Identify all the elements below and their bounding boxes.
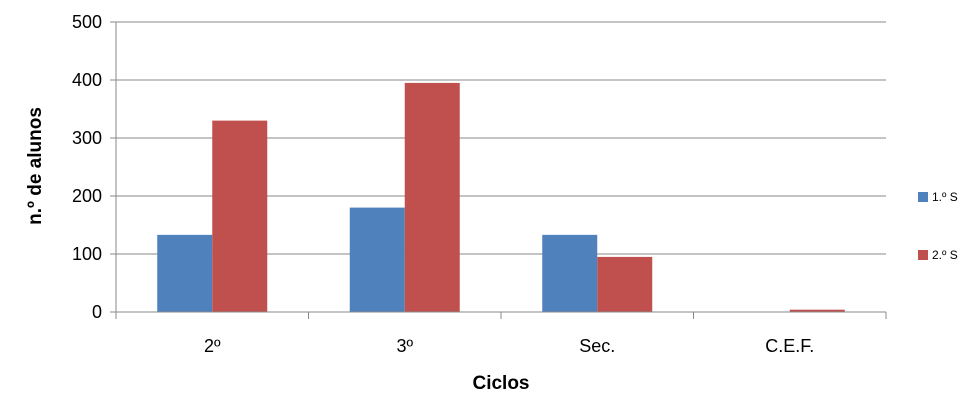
x-tick-label: C.E.F. <box>765 336 814 356</box>
x-tick-label: 3º <box>396 336 413 356</box>
bar <box>597 256 653 312</box>
y-tick-label: 100 <box>72 244 102 264</box>
y-tick-label: 0 <box>92 302 102 322</box>
y-tick-label: 500 <box>72 12 102 32</box>
bar <box>789 309 845 312</box>
legend-swatch <box>918 192 928 202</box>
bar <box>349 207 405 312</box>
bar <box>404 82 460 313</box>
y-tick-label: 200 <box>72 186 102 206</box>
x-tick-label: 2º <box>204 336 221 356</box>
legend: 1.º S 2.º S <box>918 190 958 262</box>
y-tick-label: 300 <box>72 128 102 148</box>
y-tick-labels: 0 100 200 300 400 500 <box>72 12 102 322</box>
axes <box>115 22 887 319</box>
legend-label: 1.º S <box>932 190 958 204</box>
x-tick-labels: 2º 3º Sec. C.E.F. <box>204 336 814 356</box>
bar <box>212 120 268 312</box>
bar <box>157 234 213 312</box>
bar <box>542 234 598 312</box>
x-tick-label: Sec. <box>579 336 615 356</box>
legend-label: 2.º S <box>932 248 958 262</box>
x-axis-title: Ciclos <box>472 373 529 394</box>
legend-swatch <box>918 250 928 260</box>
y-axis-title: n.º de alunos <box>25 107 46 225</box>
y-tick-label: 400 <box>72 70 102 90</box>
bars <box>157 82 845 313</box>
